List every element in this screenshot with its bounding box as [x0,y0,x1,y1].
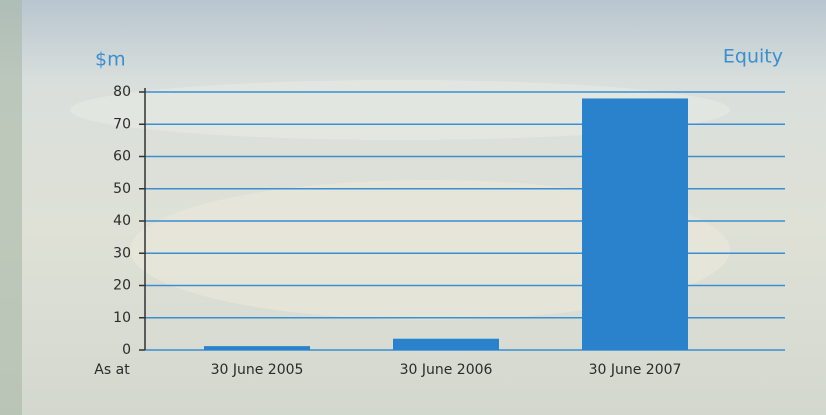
x-tick-label: 30 June 2005 [211,362,304,378]
y-tick-label: 0 [122,342,131,358]
y-axis-label: $m [95,49,126,71]
x-tick-label: 30 June 2006 [400,362,493,378]
background-edge [0,0,22,415]
bar [582,98,688,350]
bar [393,339,499,350]
y-tick-label: 10 [113,310,131,326]
y-tick-label: 40 [113,213,131,229]
bar [204,346,310,350]
y-tick-label: 50 [113,181,131,197]
chart: $m Equity As at 0 10 20 30 40 50 60 70 80 30 June… [0,0,826,415]
y-tick-label: 60 [113,149,131,165]
chart-title: Equity [723,46,783,68]
y-tick-label: 80 [113,84,131,100]
y-tick-label: 20 [113,278,131,294]
x-axis-label: As at [94,362,130,378]
x-tick-label: 30 June 2007 [589,362,682,378]
y-tick-label: 30 [113,245,131,261]
y-tick-label: 70 [113,116,131,132]
